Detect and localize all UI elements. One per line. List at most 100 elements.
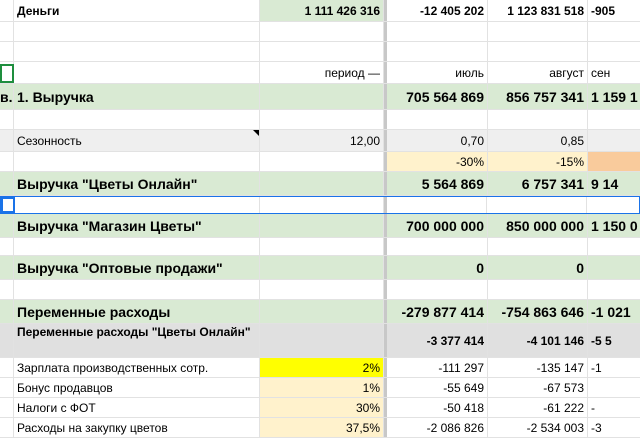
cell-selected-c5[interactable] (587, 197, 639, 213)
cell-blank3-c5[interactable] (588, 110, 640, 129)
cell-rev_wholesale-c3[interactable]: 0 (384, 256, 488, 279)
cell-rev_wholesale-c0[interactable] (0, 256, 14, 279)
cell-flowers-c4[interactable]: -2 534 003 (488, 418, 588, 437)
cell-var_costs-c4[interactable]: -754 863 646 (488, 300, 588, 323)
cell-blank4-c3[interactable] (384, 238, 488, 255)
cell-rev_wholesale-c5[interactable] (588, 256, 640, 279)
cell-taxes-c3[interactable]: -50 418 (384, 398, 488, 417)
cell-taxes-c5[interactable]: - (591, 400, 595, 415)
cell-salary-c2[interactable]: 2% (260, 358, 384, 377)
cell-blank4-c2[interactable] (260, 238, 384, 255)
cell-rev_wholesale-c2[interactable] (260, 256, 384, 279)
cell-var_costs-c1[interactable]: Переменные расходы (14, 300, 260, 323)
cell-season-c1[interactable]: Сезонность (14, 130, 260, 151)
cell-selected-c3[interactable] (383, 197, 488, 213)
cell-var_costs_online-c4[interactable]: -4 101 146 (488, 324, 588, 357)
cell-rev_online-c0[interactable] (0, 172, 14, 195)
cell-blank5-c5[interactable] (588, 280, 640, 299)
cell-blank4-c1[interactable] (14, 238, 260, 255)
cell-blank2-c0[interactable] (0, 42, 14, 61)
cell-rev_online-c2[interactable] (260, 172, 384, 195)
cell-revenue-c1[interactable]: 1. Выручка (14, 84, 260, 109)
cell-pct-c0[interactable] (0, 152, 14, 171)
cell-blank1-c4[interactable] (488, 22, 588, 41)
cell-selected-c4[interactable] (487, 197, 588, 213)
cell-blank2-c5[interactable] (588, 42, 640, 61)
cell-salary-c5[interactable]: -1 (591, 360, 602, 375)
cell-bonus-c5[interactable] (588, 378, 640, 397)
cell-period-c4[interactable]: август (488, 62, 588, 83)
cell-flowers-c1[interactable]: Расходы на закупку цветов (14, 418, 260, 437)
cell-selected-c0[interactable] (1, 197, 15, 213)
cell-rev_wholesale-c4[interactable]: 0 (488, 256, 588, 279)
cell-blank2-c3[interactable] (384, 42, 488, 61)
cell-blank3-c0[interactable] (0, 110, 14, 129)
cell-blank2-c2[interactable] (260, 42, 384, 61)
cell-blank1-c3[interactable] (384, 22, 488, 41)
cell-money-c0[interactable] (0, 0, 14, 21)
cell-rev_shop-c4[interactable]: 850 000 000 (488, 214, 588, 237)
cell-flowers-c5[interactable]: -3 (591, 420, 602, 435)
cell-rev_online-c4[interactable]: 6 757 341 (488, 172, 588, 195)
cell-money-c4[interactable]: 1 123 831 518 (488, 0, 588, 21)
cell-var_costs_online-c2[interactable] (260, 324, 384, 357)
cell-var_costs_online-c5[interactable]: -5 5 (588, 324, 640, 357)
cell-money-c1[interactable]: Деньги (14, 0, 260, 21)
cell-blank1-c5[interactable] (588, 22, 640, 41)
cell-blank3-c1[interactable] (14, 110, 260, 129)
cell-blank4-c4[interactable] (488, 238, 588, 255)
cell-rev_online-c1[interactable]: Выручка "Цветы Онлайн" (14, 172, 260, 195)
cell-blank3-c3[interactable] (384, 110, 488, 129)
cell-flowers-c2[interactable]: 37,5% (260, 418, 384, 437)
cell-flowers-c0[interactable] (0, 418, 14, 437)
cell-rev_shop-c5[interactable]: 1 150 0 (588, 214, 640, 237)
cell-rev_online-c3[interactable]: 5 564 869 (384, 172, 488, 195)
cell-rev_shop-c2[interactable] (260, 214, 384, 237)
cell-pct-c1[interactable] (14, 152, 260, 171)
cell-var_costs-c0[interactable] (0, 300, 14, 323)
cell-revenue-c2[interactable] (260, 84, 384, 109)
cell-period-c5[interactable]: сен (591, 65, 611, 80)
cell-bonus-c0[interactable] (0, 378, 14, 397)
cell-blank5-c0[interactable] (0, 280, 14, 299)
cell-pct-c4[interactable]: -15% (488, 152, 588, 171)
cell-blank1-c2[interactable] (260, 22, 384, 41)
cell-salary-c3[interactable]: -111 297 (384, 358, 488, 377)
cell-pct-c2[interactable] (260, 152, 384, 171)
cell-season-c4[interactable]: 0,85 (488, 130, 588, 151)
cell-salary-c1[interactable]: Зарплата производственных сотр. (14, 358, 260, 377)
cell-selected-c1[interactable] (15, 197, 261, 213)
cell-taxes-c0[interactable] (0, 398, 14, 417)
cell-taxes-c1[interactable]: Налоги с ФОТ (14, 398, 260, 417)
cell-money-c5[interactable]: -905 (591, 3, 616, 18)
cell-taxes-c2[interactable]: 30% (260, 398, 384, 417)
cell-bonus-c3[interactable]: -55 649 (384, 378, 488, 397)
cell-revenue-c0[interactable]: в. (0, 84, 14, 109)
cell-rev_shop-c0[interactable] (0, 214, 14, 237)
cell-season-c2[interactable]: 12,00 (260, 130, 384, 151)
cell-blank3-c4[interactable] (488, 110, 588, 129)
cell-rev_online-c5[interactable]: 9 14 (588, 172, 640, 195)
cell-bonus-c4[interactable]: -67 573 (488, 378, 588, 397)
cell-taxes-c4[interactable]: -61 222 (488, 398, 588, 417)
cell-blank4-c0[interactable] (0, 238, 14, 255)
cell-salary-c0[interactable] (0, 358, 14, 377)
cell-revenue-c5[interactable]: 1 159 1 (588, 84, 640, 109)
cell-var_costs_online-c1[interactable]: Переменные расходы "Цветы Онлайн" (14, 324, 260, 357)
cell-flowers-c3[interactable]: -2 086 826 (384, 418, 488, 437)
cell-blank2-c4[interactable] (488, 42, 588, 61)
cell-var_costs-c5[interactable]: -1 021 (588, 300, 640, 323)
cell-var_costs-c2[interactable] (260, 300, 384, 323)
cell-blank1-c0[interactable] (0, 22, 14, 41)
cell-blank2-c1[interactable] (14, 42, 260, 61)
cell-season-c0[interactable] (0, 130, 14, 151)
cell-blank5-c1[interactable] (14, 280, 260, 299)
cell-rev_shop-c3[interactable]: 700 000 000 (384, 214, 488, 237)
cell-selected-c2[interactable] (260, 197, 384, 213)
cell-blank3-c2[interactable] (260, 110, 384, 129)
cell-bonus-c1[interactable]: Бонус продавцов (14, 378, 260, 397)
cell-season-c3[interactable]: 0,70 (384, 130, 488, 151)
cell-bonus-c2[interactable]: 1% (260, 378, 384, 397)
cell-money-c2[interactable]: 1 111 426 316 (260, 0, 384, 21)
